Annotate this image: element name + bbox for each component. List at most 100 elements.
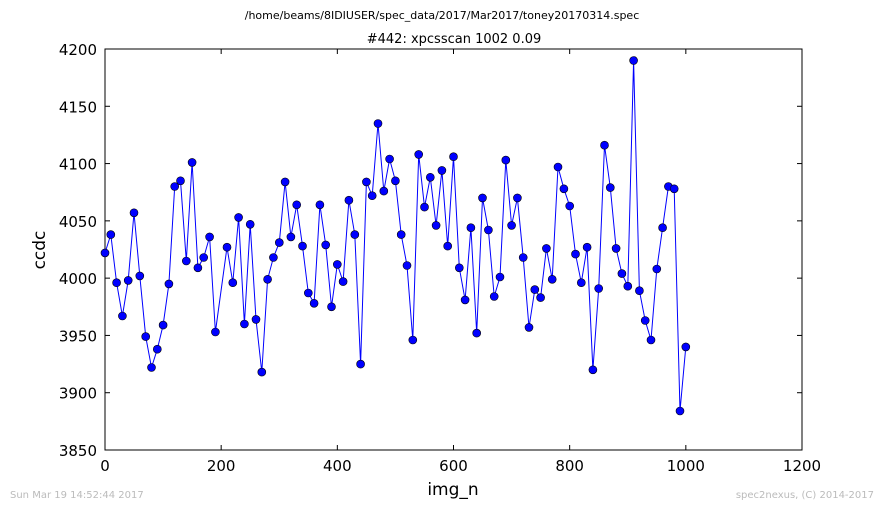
data-point [240, 319, 249, 329]
data-point [391, 176, 400, 186]
x-tick-label: 400 [323, 457, 352, 475]
data-point [245, 220, 255, 229]
axis-ticks: 0 200 400 600 800 1000 1200 3850 3900 3950 4000 405… [59, 41, 821, 475]
data-point [135, 271, 145, 281]
y-tick-label: 4000 [59, 270, 97, 288]
data-point [274, 238, 284, 247]
data-point [182, 256, 191, 266]
data-point [582, 242, 592, 252]
data-point [228, 278, 238, 288]
data-point [669, 184, 679, 194]
data-point [362, 177, 371, 187]
data-point [344, 195, 354, 205]
data-point [431, 221, 441, 230]
data-point [565, 201, 575, 211]
data-point [600, 140, 609, 150]
data-point [118, 311, 127, 321]
data-point [263, 274, 272, 284]
data-point [170, 182, 179, 191]
data-point [611, 244, 621, 253]
data-point [373, 119, 383, 128]
data-point [547, 274, 557, 284]
data-point [675, 406, 685, 416]
x-axis-label: img_n [427, 480, 478, 500]
data-point [513, 193, 522, 203]
y-tick-label: 4150 [59, 98, 97, 116]
data-point [414, 150, 424, 159]
data-point [123, 276, 133, 285]
data-point [100, 248, 110, 258]
data-point [321, 240, 331, 250]
data-point [385, 154, 394, 164]
data-point [658, 223, 667, 232]
y-tick-label: 4100 [59, 156, 97, 174]
x-tick-label: 800 [555, 457, 584, 475]
footer-credit: spec2nexus, (C) 2014-2017 [736, 490, 874, 501]
data-point [257, 367, 267, 377]
data-point [327, 302, 336, 312]
data-point [559, 184, 569, 194]
data-point [576, 278, 586, 288]
data-point [106, 230, 116, 239]
data-point [495, 272, 505, 282]
data-point [646, 335, 656, 345]
data-point [222, 242, 232, 252]
series-line [104, 60, 687, 412]
data-point [112, 278, 121, 288]
data-point [153, 344, 162, 354]
data-point [420, 202, 429, 212]
data-point [193, 263, 203, 273]
data-point [396, 230, 406, 239]
data-point [605, 183, 615, 192]
data-point [158, 320, 168, 330]
data-point [356, 359, 365, 369]
data-point [652, 264, 662, 274]
data-point [234, 213, 243, 222]
data-point [501, 155, 511, 165]
data-point [303, 288, 313, 298]
data-point [489, 292, 499, 301]
x-tick-label: 1000 [667, 457, 705, 475]
data-point [164, 279, 174, 289]
data-point [286, 232, 296, 242]
data-point [425, 173, 435, 182]
data-point [524, 323, 534, 332]
data-point [437, 166, 447, 175]
y-tick-label: 3950 [59, 327, 97, 345]
x-tick-label: 600 [439, 457, 468, 475]
data-point [449, 152, 458, 161]
data-point [571, 249, 580, 259]
data-point [315, 200, 325, 210]
data-point [536, 293, 545, 302]
data-point [454, 263, 464, 273]
footer-timestamp: Sun Mar 19 14:52:44 2017 [10, 490, 144, 501]
data-point [332, 260, 342, 269]
y-tick-label: 3900 [59, 385, 97, 403]
data-point [518, 253, 528, 262]
data-point [280, 177, 290, 187]
data-point [635, 286, 644, 296]
y-tick-label: 3850 [59, 442, 97, 460]
data-point [129, 208, 139, 218]
data-point [640, 316, 650, 325]
y-tick-label: 4200 [59, 41, 97, 59]
data-point [623, 281, 633, 291]
data-point [251, 315, 261, 324]
data-point [379, 186, 389, 196]
data-point [507, 221, 516, 230]
y-tick-label: 4050 [59, 213, 97, 231]
data-point [594, 284, 604, 293]
data-point [588, 365, 598, 375]
data-point [466, 223, 476, 232]
data-point [443, 241, 453, 251]
data-point [205, 232, 214, 242]
data-point [292, 200, 302, 210]
data-point [542, 244, 551, 253]
data-point [187, 158, 197, 167]
data-point [147, 363, 156, 372]
data-point [460, 295, 470, 305]
data-point [199, 253, 208, 262]
data-point [478, 193, 487, 203]
series-group [100, 56, 691, 416]
